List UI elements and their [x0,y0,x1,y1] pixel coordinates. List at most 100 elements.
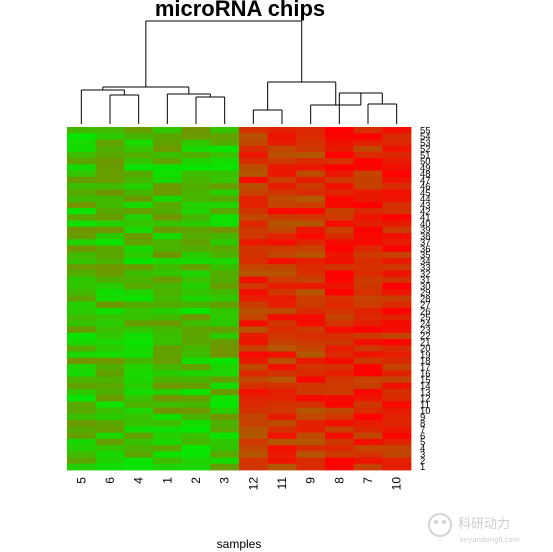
heatmap-cell [181,445,211,452]
heatmap-cell [267,282,297,290]
heatmap-cell [67,201,97,209]
heatmap-cell [153,432,183,440]
heatmap-cell [181,463,211,471]
heatmap-cell [210,351,240,359]
heatmap-cell [67,226,97,234]
heatmap-cell [267,226,297,234]
heatmap-cell [181,413,211,421]
heatmap-cell [325,351,355,359]
x-axis-label: samples [217,537,262,551]
heatmap-cell [267,357,297,365]
heatmap-cell [181,127,211,134]
heatmap-cell [382,220,412,228]
heatmap-cell [296,139,326,147]
heatmap-cell [267,332,297,340]
heatmap-cell [382,214,412,221]
heatmap-cell [382,407,412,415]
heatmap-cell [124,426,154,433]
heatmap-cell [95,413,125,421]
heatmap-cell [153,301,183,309]
heatmap-cell [382,463,412,471]
heatmap-cell [382,245,412,253]
heatmap-cell [153,145,183,153]
heatmap-cell [95,301,125,309]
heatmap-cell [124,301,154,309]
heatmap-cell [210,233,240,240]
heatmap-cell [124,314,154,321]
heatmap-cell [325,463,355,471]
heatmap-cell [325,363,355,371]
heatmap-cell [95,463,125,471]
heatmap-cell [239,426,269,433]
row-tick-label: 28 [420,294,431,305]
heatmap-cell [325,239,355,246]
heatmap-cell [296,270,326,278]
heatmap-cell [124,282,154,290]
heatmap-cell [353,407,383,415]
heatmap-cell [67,463,97,471]
heatmap-cell [153,320,183,327]
column-tick-labels: 5 6 4 1 2 3 12 11 9 8 7 10 [74,477,403,491]
heatmap-cell [382,151,412,159]
heatmap-cell [353,351,383,359]
heatmap-cell [181,170,211,178]
heatmap-cell [382,457,412,465]
heatmap-cell [296,276,326,284]
row-tick-label: 52 [420,144,431,155]
row-tick-label: 13 [420,387,431,398]
heatmap-cell [124,264,154,271]
row-tick-label: 35 [420,250,431,261]
heatmap-cell [181,245,211,253]
heatmap-cells [67,127,412,471]
heatmap-cell [153,139,183,147]
heatmap-cell [181,420,211,427]
heatmap-cell [325,139,355,147]
heatmap-cell [353,170,383,178]
heatmap-cell [95,295,125,303]
heatmap-cell [210,376,240,384]
heatmap-cell [181,438,211,446]
heatmap-cell [210,382,240,390]
heatmap-cell [210,251,240,259]
row-tick-label: 2 [420,456,425,467]
heatmap-cell [239,239,269,246]
heatmap-cell [353,420,383,427]
heatmap-cell [153,339,183,346]
heatmap-cell [353,264,383,271]
heatmap-cell [325,382,355,390]
heatmap-cell [296,320,326,327]
heatmap-cell [210,401,240,409]
heatmap-cell [325,376,355,384]
heatmap-cell [124,395,154,402]
heatmap-cell [325,388,355,396]
heatmap-cell [67,438,97,446]
heatmap-cell [267,314,297,321]
heatmap-cell [95,257,125,265]
heatmap-cell [325,339,355,346]
heatmap-cell [181,388,211,396]
heatmap-cell [181,226,211,234]
heatmap-cell [239,420,269,427]
heatmap-cell [153,176,183,184]
heatmap-cell [153,438,183,446]
heatmap-cell [153,420,183,427]
heatmap-cell [267,220,297,228]
heatmap-cell [296,339,326,346]
heatmap-cell [67,295,97,303]
heatmap-cell [67,270,97,278]
heatmap-cell [382,326,412,334]
heatmap-cell [181,239,211,246]
heatmap-cell [153,370,183,377]
heatmap-cell [95,233,125,240]
heatmap-cell [124,151,154,159]
row-tick-label: 47 [420,175,431,186]
heatmap-cell [95,432,125,440]
heatmap-cell [382,332,412,340]
heatmap-cell [353,382,383,390]
heatmap-cell [267,388,297,396]
chart-title: microRNA chips [155,0,325,21]
row-tick-label: 46 [420,182,431,193]
heatmap-cell [296,170,326,178]
heatmap-cell [296,370,326,377]
